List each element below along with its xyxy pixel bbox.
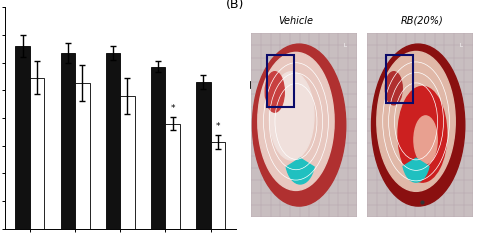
Ellipse shape (398, 86, 447, 182)
Bar (15, 46, 30, 229)
Ellipse shape (258, 52, 334, 190)
Text: L: L (459, 43, 462, 48)
Text: (B): (B) (225, 0, 244, 11)
Bar (61, 53, 75, 229)
Ellipse shape (252, 44, 346, 206)
Ellipse shape (377, 51, 455, 191)
Ellipse shape (414, 116, 437, 164)
Ellipse shape (270, 72, 314, 160)
Bar (75, 83, 90, 229)
Text: *: * (171, 104, 175, 113)
Bar (120, 96, 135, 229)
Text: *: * (215, 122, 220, 131)
Ellipse shape (265, 72, 284, 112)
Bar (106, 53, 120, 229)
Bar (267, 55, 294, 107)
Bar (166, 124, 180, 229)
Bar (30, 78, 44, 229)
Bar (211, 142, 225, 229)
Ellipse shape (372, 44, 465, 206)
Bar (387, 55, 413, 103)
Wedge shape (403, 158, 429, 182)
Text: RB(20%): RB(20%) (401, 16, 444, 26)
Legend: 1day, 3days: 1day, 3days (249, 80, 289, 103)
Ellipse shape (386, 72, 402, 105)
Text: L: L (343, 43, 346, 48)
Wedge shape (286, 158, 314, 184)
Text: Vehicle: Vehicle (279, 16, 314, 26)
Bar (196, 82, 211, 229)
Bar (151, 67, 166, 229)
